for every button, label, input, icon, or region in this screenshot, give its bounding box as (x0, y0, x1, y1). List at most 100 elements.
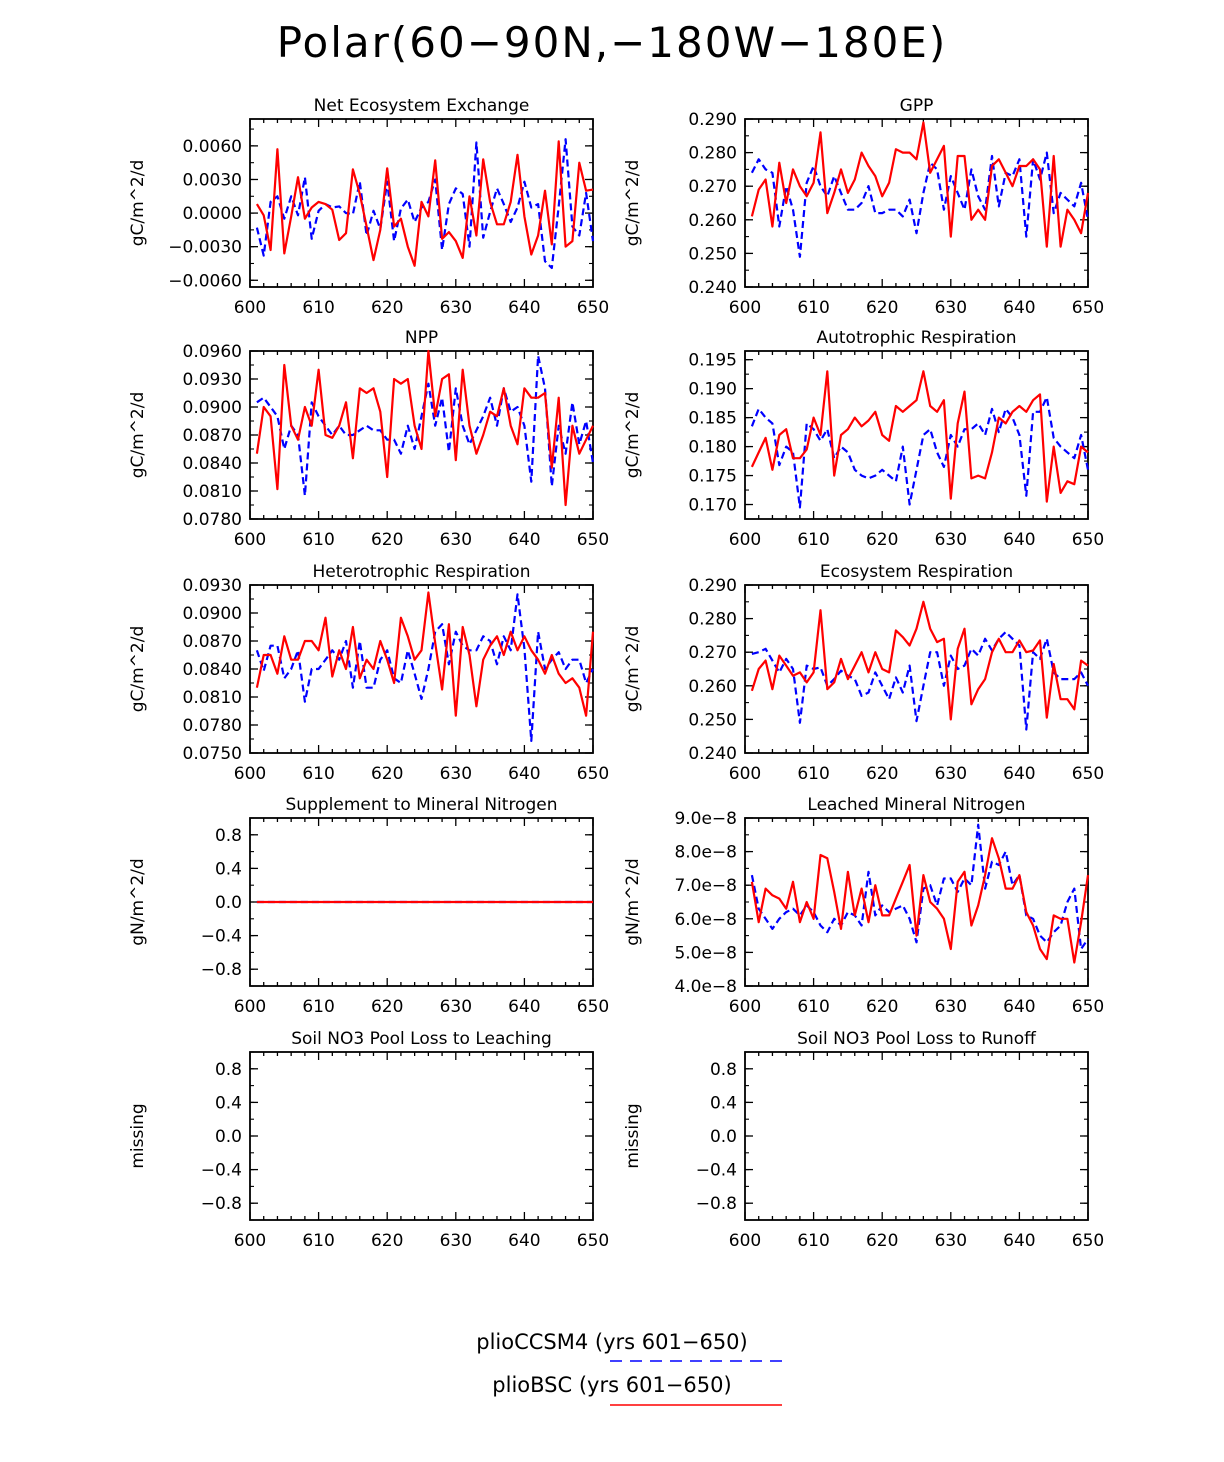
y-tick-label: 0.0900 (183, 604, 242, 624)
y-tick-label: 0.270 (688, 643, 737, 663)
x-tick-label: 640 (508, 1231, 540, 1251)
x-tick-label: 650 (577, 1231, 609, 1251)
chart-title: Supplement to Mineral Nitrogen (286, 795, 558, 815)
y-tick-label: 0.4 (215, 859, 242, 879)
y-axis-label: gC/m^2/d (128, 626, 148, 713)
y-tick-label: 0.4 (215, 1093, 242, 1113)
x-tick-label: 630 (935, 1231, 967, 1251)
y-tick-label: 0.0780 (183, 716, 242, 736)
series-line-plioccsm4 (750, 151, 1090, 258)
y-tick-label: 0.0060 (183, 137, 242, 157)
chart-panel: Soil NO3 Pool Loss to Leaching missing 600… (128, 1029, 609, 1251)
y-tick-label: 0.8 (710, 1060, 737, 1080)
x-tick-label: 630 (440, 1231, 472, 1251)
x-tick-label: 620 (866, 530, 898, 550)
x-tick-label: 640 (1003, 298, 1035, 318)
y-tick-label: 0.0810 (183, 688, 242, 708)
y-tick-label: 0.0840 (183, 660, 242, 680)
y-axis-label: gC/m^2/d (128, 160, 148, 247)
x-tick-label: 600 (234, 997, 266, 1017)
x-tick-label: 650 (577, 997, 609, 1017)
y-tick-label: −0.4 (201, 927, 242, 947)
y-tick-label: 0.0810 (183, 482, 242, 502)
y-tick-label: 9.0e−8 (674, 809, 737, 829)
x-tick-label: 640 (508, 530, 540, 550)
series-line-plioccsm4 (750, 823, 1089, 951)
y-axis-label: gC/m^2/d (623, 160, 643, 247)
y-axis-label: gC/m^2/d (623, 626, 643, 713)
y-tick-label: 0.260 (688, 211, 737, 231)
series-line-pliobsc (255, 349, 594, 507)
y-tick-label: 0.0 (710, 1127, 737, 1147)
x-tick-label: 620 (371, 530, 403, 550)
y-tick-label: 0.280 (688, 610, 737, 630)
x-tick-label: 630 (440, 530, 472, 550)
series-line-plioccsm4 (256, 354, 595, 497)
y-tick-label: −0.0030 (168, 238, 242, 258)
chart-panel: Net Ecosystem Exchange gC/m^2/d 600 610 620 6… (128, 96, 609, 318)
x-tick-label: 600 (729, 997, 761, 1017)
legend-swatch-pliobsc (610, 1404, 782, 1406)
x-tick-label: 640 (1003, 1231, 1035, 1251)
y-tick-label: 0.190 (688, 380, 737, 400)
y-tick-label: 4.0e−8 (674, 977, 737, 997)
x-tick-label: 620 (866, 764, 898, 784)
x-tick-label: 630 (935, 764, 967, 784)
chart-title: GPP (900, 96, 934, 116)
x-tick-label: 650 (1072, 530, 1104, 550)
x-tick-label: 620 (866, 1231, 898, 1251)
x-tick-label: 640 (508, 298, 540, 318)
y-tick-label: 8.0e−8 (674, 843, 737, 863)
x-tick-label: 610 (302, 764, 334, 784)
chart-panel: Ecosystem Respiration gC/m^2/d 600 610 620 63… (623, 562, 1104, 784)
x-tick-label: 630 (935, 530, 967, 550)
y-tick-label: 0.4 (710, 1093, 737, 1113)
x-tick-label: 600 (729, 530, 761, 550)
y-tick-label: −0.8 (201, 960, 242, 980)
y-tick-label: 0.0750 (183, 744, 242, 764)
y-tick-label: 0.240 (688, 744, 737, 764)
x-tick-label: 630 (440, 764, 472, 784)
x-tick-label: 630 (440, 997, 472, 1017)
x-tick-label: 610 (797, 530, 829, 550)
series-line-pliobsc (750, 121, 1090, 248)
series-line-pliobsc (255, 591, 595, 717)
chart-panel: GPP gC/m^2/d 600 610 620 630 640 650 0.240 0.250 0… (623, 96, 1104, 318)
chart-panel: Supplement to Mineral Nitrogen gN/m^2/d 60… (128, 795, 609, 1017)
y-tick-label: 0.0 (215, 893, 242, 913)
y-tick-label: 0.0870 (183, 426, 242, 446)
y-tick-label: 0.180 (688, 438, 737, 458)
plot-frame (744, 584, 1089, 754)
y-tick-label: 0.185 (688, 409, 737, 429)
x-tick-label: 620 (371, 1231, 403, 1251)
x-tick-label: 620 (371, 764, 403, 784)
y-tick-label: 0.0000 (183, 204, 242, 224)
chart-title: Net Ecosystem Exchange (314, 96, 530, 116)
x-tick-label: 600 (234, 530, 266, 550)
x-tick-label: 650 (577, 530, 609, 550)
x-tick-label: 640 (508, 997, 540, 1017)
y-tick-label: 0.0930 (183, 370, 242, 390)
series-line-pliobsc (750, 370, 1089, 503)
y-tick-label: −0.0060 (168, 271, 242, 291)
y-tick-label: 0.290 (688, 576, 737, 596)
plot-frame (249, 118, 594, 288)
y-axis-label: missing (128, 1103, 148, 1168)
series-line-plioccsm4 (255, 593, 594, 743)
chart-title: Leached Mineral Nitrogen (807, 795, 1025, 815)
x-tick-label: 640 (1003, 997, 1035, 1017)
x-tick-label: 650 (1072, 764, 1104, 784)
series-line-plioccsm4 (751, 630, 1089, 731)
y-tick-label: 0.0900 (183, 398, 242, 418)
plot-frame (744, 118, 1089, 288)
y-tick-label: −0.8 (201, 1194, 242, 1214)
x-tick-label: 610 (302, 530, 334, 550)
chart-title: Ecosystem Respiration (820, 562, 1013, 582)
y-tick-label: 0.260 (688, 677, 737, 697)
series-line-plioccsm4 (255, 138, 595, 270)
x-tick-label: 650 (1072, 997, 1104, 1017)
x-tick-label: 610 (797, 997, 829, 1017)
legend-label-plioccsm4: plioCCSM4 (yrs 601−650) (476, 1330, 748, 1354)
x-tick-label: 610 (797, 764, 829, 784)
x-tick-label: 620 (866, 298, 898, 318)
